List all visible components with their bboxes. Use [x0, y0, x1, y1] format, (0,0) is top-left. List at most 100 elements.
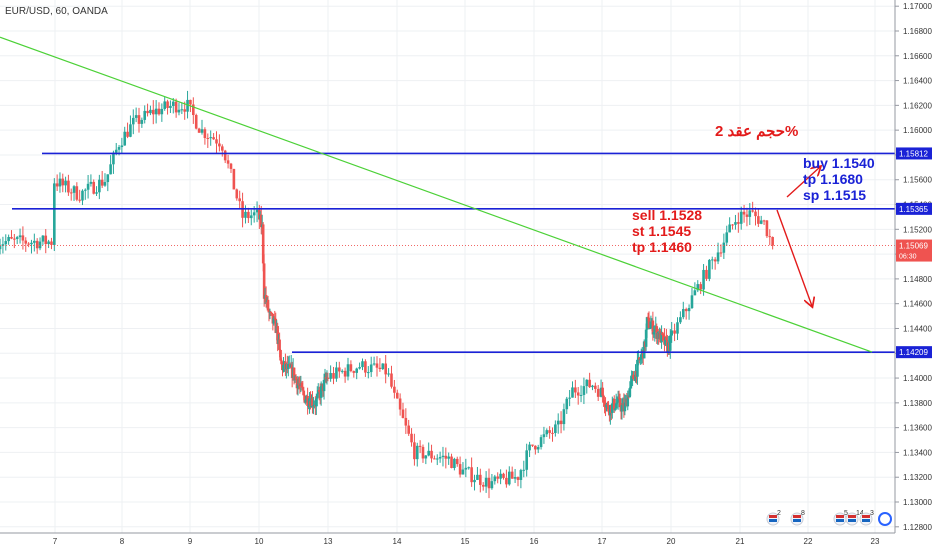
- candle-body: [355, 368, 359, 373]
- candle-body: [599, 387, 603, 397]
- x-tick-label: 16: [530, 537, 539, 546]
- candle-body: [699, 284, 702, 290]
- candle-body: [35, 240, 39, 249]
- candle-body: [762, 220, 766, 222]
- y-tick-label: 1.15600: [903, 176, 932, 185]
- candle-body: [759, 220, 763, 224]
- candle-body: [496, 476, 500, 479]
- candle-body: [53, 183, 56, 245]
- candle-body: [710, 259, 714, 261]
- event-count-label: 2: [777, 510, 781, 517]
- candle-body: [249, 215, 253, 219]
- candle-body: [338, 367, 341, 372]
- candle-body: [200, 129, 204, 133]
- candle-body: [438, 457, 442, 459]
- candle-body: [594, 385, 597, 389]
- candle-body: [614, 403, 618, 409]
- candle-body: [665, 337, 668, 340]
- candle-body: [358, 367, 361, 369]
- candle-body: [745, 214, 749, 217]
- candle-body: [24, 240, 28, 244]
- candle-body: [189, 99, 192, 105]
- candle-body: [343, 370, 347, 377]
- candle-body: [513, 477, 517, 479]
- candle-body: [194, 115, 198, 129]
- candle-body: [648, 328, 652, 330]
- candle-body: [72, 186, 76, 193]
- candle-body: [591, 385, 594, 388]
- candle-body: [585, 379, 589, 387]
- candle-body: [163, 101, 167, 109]
- candle-body: [719, 252, 723, 254]
- candle-body: [611, 403, 614, 413]
- y-tick-label: 1.15200: [903, 225, 932, 234]
- candle-body: [739, 211, 743, 224]
- candle-body: [282, 365, 285, 371]
- candle-body: [143, 110, 147, 120]
- candle-body: [554, 424, 557, 434]
- candle-body: [430, 450, 433, 459]
- candle-body: [15, 237, 19, 239]
- candle-body: [106, 174, 110, 183]
- candle-body: [646, 317, 650, 319]
- candle-body: [13, 238, 16, 240]
- candle-body: [300, 382, 304, 388]
- candle-body: [696, 284, 700, 291]
- candle-body: [519, 470, 523, 480]
- candle-body: [244, 211, 247, 218]
- price-badges: 1.15812 1.15365 1.14209 1.15069 06:30: [896, 147, 932, 359]
- y-tick-label: 1.12800: [903, 523, 932, 532]
- candle-body: [223, 150, 227, 161]
- candle-body: [596, 388, 600, 397]
- candle-body: [639, 359, 642, 361]
- candle-body: [67, 180, 70, 193]
- buy-setup: buy 1.1540 tp 1.1680 sp 1.1515: [803, 155, 875, 203]
- candle-body: [455, 458, 459, 465]
- candle-body: [728, 224, 731, 233]
- candle-body: [120, 145, 124, 148]
- y-tick-label: 1.13600: [903, 424, 932, 433]
- candle-body: [129, 124, 132, 137]
- candle-body: [18, 235, 22, 238]
- candle-body: [693, 290, 697, 296]
- candle-body: [652, 332, 656, 335]
- candle-body: [708, 259, 711, 279]
- candle-body: [378, 367, 382, 370]
- horizontal-levels: [0, 152, 895, 353]
- candle-body: [151, 109, 155, 115]
- candle-body: [629, 381, 632, 389]
- current-price-badge: [896, 239, 932, 262]
- candle-body: [579, 394, 583, 396]
- trendline: [0, 36, 873, 353]
- x-tick-label: 10: [255, 537, 264, 546]
- candle-body: [407, 425, 410, 434]
- sell-stop-text: st 1.1545: [632, 223, 692, 239]
- settings-icon[interactable]: [878, 512, 892, 526]
- candle-body: [126, 131, 129, 137]
- candle-body: [38, 241, 42, 249]
- candle-body: [387, 373, 390, 375]
- event-markers[interactable]: 2 8 5 14 3: [766, 510, 892, 526]
- candle-body: [352, 371, 356, 373]
- y-tick-label: 1.14800: [903, 275, 932, 284]
- candle-body: [279, 350, 282, 361]
- candle-body: [273, 317, 277, 319]
- candle-body: [315, 394, 319, 399]
- candle-body: [209, 137, 212, 139]
- candle-body: [301, 387, 305, 391]
- flag-stripe: [848, 515, 856, 518]
- candle-body: [642, 341, 646, 359]
- candle-body: [574, 387, 577, 393]
- candle-body: [424, 455, 428, 459]
- candle-body: [679, 317, 682, 323]
- candle-body: [410, 433, 413, 443]
- candle-body: [447, 456, 450, 459]
- candle-body: [274, 318, 278, 333]
- candle-body: [716, 252, 720, 262]
- buy-arrow: [786, 167, 820, 198]
- candle-body: [545, 430, 549, 435]
- x-tick-label: 23: [871, 537, 880, 546]
- candle-body: [551, 432, 554, 434]
- candle-body: [644, 329, 648, 347]
